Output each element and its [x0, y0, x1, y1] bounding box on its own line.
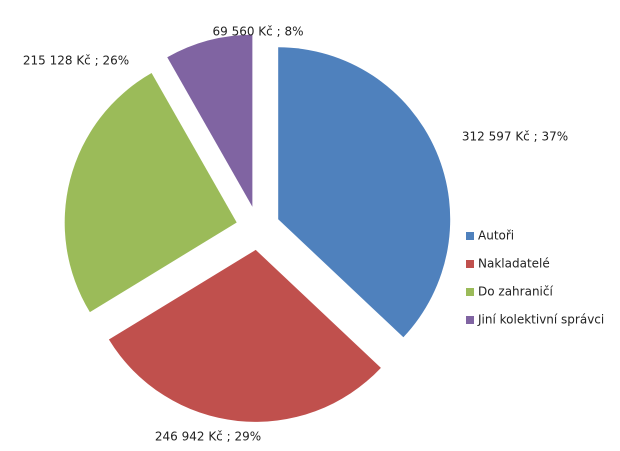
pie-slice [278, 47, 451, 338]
data-label: 312 597 Kč ; 37% [462, 130, 568, 144]
pie-slice [167, 34, 253, 207]
legend-swatch [466, 316, 474, 324]
legend-label: Do zahraničí [478, 285, 553, 299]
data-label: 69 560 Kč ; 8% [213, 25, 304, 39]
legend-label: Nakladatelé [478, 257, 550, 271]
pie-slice [64, 73, 237, 313]
legend-swatch [466, 232, 474, 240]
legend-label: Autoři [478, 229, 514, 243]
legend-label: Jiní kolektivní správci [477, 313, 604, 327]
legend-swatch [466, 260, 474, 268]
pie-slice [108, 249, 381, 422]
data-label: 246 942 Kč ; 29% [155, 430, 261, 444]
legend-swatch [466, 288, 474, 296]
data-label: 215 128 Kč ; 26% [23, 54, 129, 68]
